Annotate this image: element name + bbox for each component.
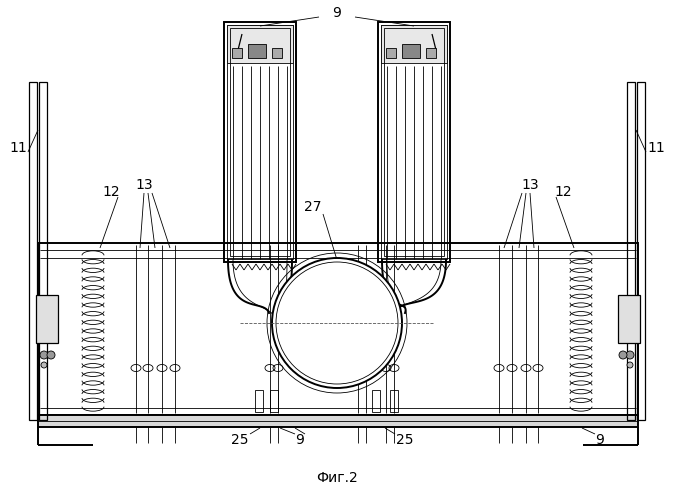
Bar [227, 25, 293, 63]
Bar [227, 25, 293, 259]
Bar [38, 243, 638, 415]
Bar [224, 22, 296, 262]
Text: 13: 13 [135, 178, 153, 192]
Text: 27: 27 [304, 200, 321, 214]
Circle shape [619, 351, 627, 359]
Bar [384, 28, 444, 256]
Bar [402, 44, 420, 58]
Bar [390, 390, 398, 412]
Circle shape [626, 351, 634, 359]
Text: 11: 11 [647, 141, 665, 155]
Circle shape [627, 362, 633, 368]
Bar [248, 44, 266, 58]
Text: 11: 11 [9, 141, 27, 155]
Bar [627, 82, 635, 420]
Bar [426, 48, 436, 58]
Bar [372, 390, 380, 412]
Bar [255, 390, 263, 412]
Bar [637, 82, 645, 420]
Bar [39, 82, 47, 420]
Bar [381, 25, 447, 63]
Text: 12: 12 [554, 185, 572, 199]
Text: 13: 13 [521, 178, 539, 192]
Bar [618, 295, 640, 343]
Text: 9: 9 [596, 433, 605, 447]
Bar [38, 415, 638, 427]
Text: Фиг.2: Фиг.2 [316, 471, 358, 485]
Bar [29, 82, 37, 420]
Bar [270, 390, 278, 412]
Circle shape [272, 258, 402, 388]
Bar [232, 48, 242, 58]
Bar [272, 48, 282, 58]
Text: 9: 9 [332, 6, 342, 20]
Bar [230, 28, 290, 256]
Bar [378, 22, 450, 262]
Text: 9: 9 [296, 433, 305, 447]
Text: 25: 25 [231, 433, 249, 447]
Bar [386, 48, 396, 58]
Text: 12: 12 [102, 185, 120, 199]
Circle shape [47, 351, 55, 359]
Bar [381, 25, 447, 259]
Circle shape [40, 351, 48, 359]
Text: 25: 25 [396, 433, 414, 447]
Bar [36, 295, 58, 343]
Circle shape [41, 362, 47, 368]
